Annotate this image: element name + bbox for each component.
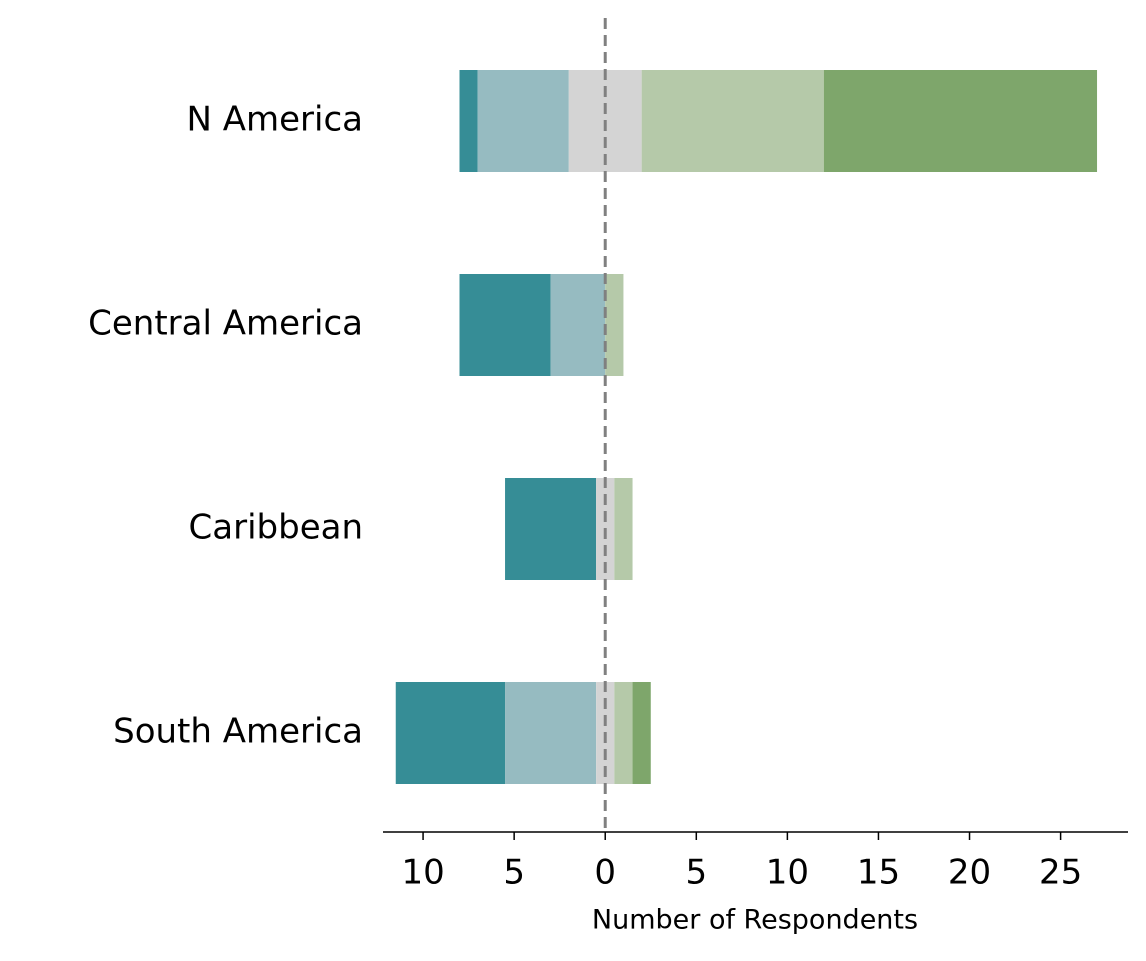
x-tick-label: 20 — [948, 853, 991, 893]
x-tick-label: 10 — [401, 853, 444, 893]
bar-segment — [641, 70, 824, 172]
x-tick-label: 0 — [594, 853, 616, 893]
bar-segment — [459, 274, 551, 376]
x-tick-label: 5 — [503, 853, 525, 893]
x-axis-label: Number of Respondents — [592, 905, 918, 936]
y-tick-label: Caribbean — [189, 508, 363, 548]
x-tick-label: 5 — [685, 853, 707, 893]
bar-segment — [395, 682, 506, 784]
bar-segment — [632, 682, 651, 784]
bar-segment — [823, 70, 1098, 172]
bar-segment — [614, 478, 633, 580]
y-tick-label: Central America — [88, 304, 363, 344]
bar-segment — [505, 478, 597, 580]
bar-segment — [477, 70, 569, 172]
y-tick-label: South America — [113, 712, 363, 752]
x-tick-label: 10 — [766, 853, 809, 893]
x-tick-label: 25 — [1039, 853, 1082, 893]
bar-segment — [614, 682, 633, 784]
bar-segment — [505, 682, 597, 784]
bar-segment — [550, 274, 606, 376]
bar-segment — [605, 274, 624, 376]
x-tick-label: 15 — [857, 853, 900, 893]
y-tick-label: N America — [187, 100, 364, 140]
bar-segment — [459, 70, 478, 172]
